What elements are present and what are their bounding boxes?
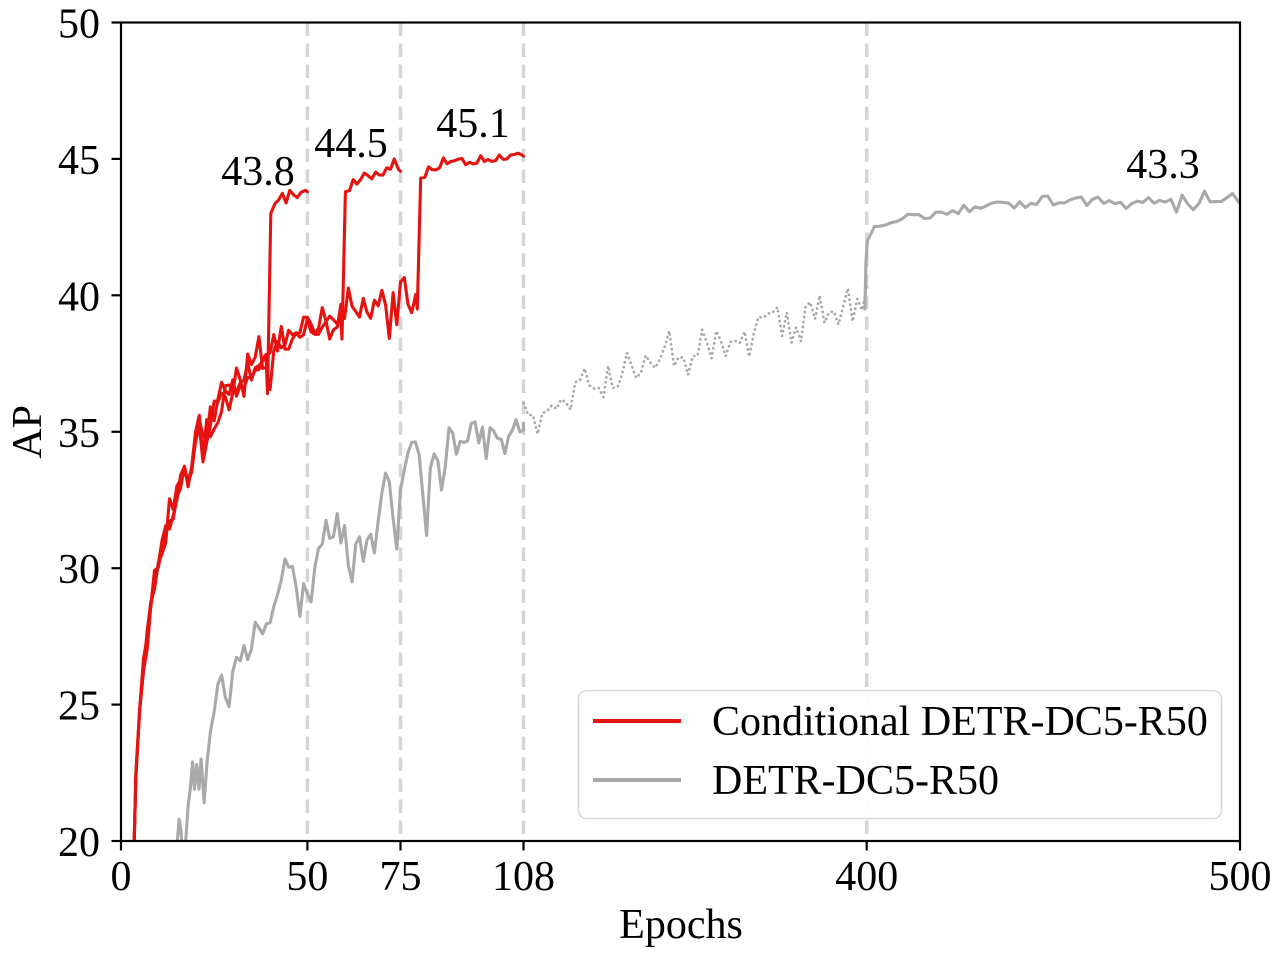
svg-text:43.8: 43.8 bbox=[221, 149, 295, 195]
svg-text:108: 108 bbox=[492, 854, 555, 900]
svg-text:Epochs: Epochs bbox=[619, 902, 743, 948]
svg-text:44.5: 44.5 bbox=[314, 121, 388, 167]
svg-text:Conditional DETR-DC5-R50: Conditional DETR-DC5-R50 bbox=[712, 699, 1208, 745]
svg-text:43.3: 43.3 bbox=[1126, 142, 1200, 188]
svg-text:45: 45 bbox=[58, 138, 100, 184]
svg-text:AP: AP bbox=[5, 405, 51, 459]
svg-text:50: 50 bbox=[286, 854, 328, 900]
svg-text:25: 25 bbox=[58, 684, 100, 730]
svg-text:75: 75 bbox=[380, 854, 422, 900]
svg-text:50: 50 bbox=[58, 2, 100, 48]
svg-text:20: 20 bbox=[58, 820, 100, 866]
svg-text:45.1: 45.1 bbox=[436, 101, 510, 147]
svg-text:30: 30 bbox=[58, 547, 100, 593]
svg-text:400: 400 bbox=[835, 854, 898, 900]
svg-text:500: 500 bbox=[1209, 854, 1272, 900]
svg-text:DETR-DC5-R50: DETR-DC5-R50 bbox=[712, 758, 999, 804]
svg-text:0: 0 bbox=[111, 854, 132, 900]
svg-text:35: 35 bbox=[58, 411, 100, 457]
svg-text:40: 40 bbox=[58, 274, 100, 320]
